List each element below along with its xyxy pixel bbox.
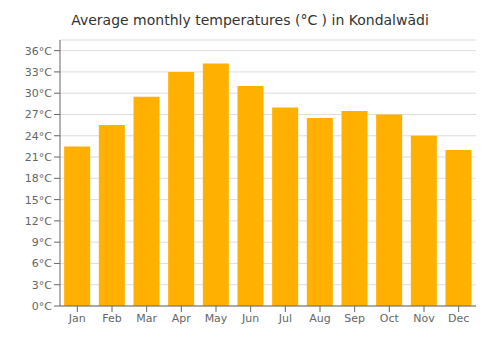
svg-text:24°C: 24°C: [25, 130, 52, 143]
svg-text:18°C: 18°C: [25, 172, 52, 185]
svg-text:Sep: Sep: [344, 312, 365, 325]
svg-text:Aug: Aug: [309, 312, 330, 325]
svg-text:3°C: 3°C: [32, 279, 52, 292]
svg-text:May: May: [205, 312, 228, 325]
svg-text:Mar: Mar: [136, 312, 157, 325]
svg-text:Nov: Nov: [413, 312, 435, 325]
html-text:Average monthly temperatures (: Average monthly temperatures (°C ) in Ko…: [71, 12, 429, 28]
svg-text:Oct: Oct: [380, 312, 400, 325]
svg-text:Jan: Jan: [68, 312, 86, 325]
svg-text:6°C: 6°C: [32, 257, 52, 270]
svg-text:0°C: 0°C: [32, 300, 52, 313]
svg-text:12°C: 12°C: [25, 215, 52, 228]
svg-text:27°C: 27°C: [25, 108, 52, 121]
svg-text:33°C: 33°C: [25, 66, 52, 79]
svg-text:9°C: 9°C: [32, 236, 52, 249]
svg-text:Jul: Jul: [278, 312, 292, 325]
svg-text:Dec: Dec: [448, 312, 469, 325]
svg-text:30°C: 30°C: [25, 87, 52, 100]
svg-text:21°C: 21°C: [25, 151, 52, 164]
svg-text:36°C: 36°C: [25, 45, 52, 58]
svg-text:Jun: Jun: [241, 312, 259, 325]
svg-text:Feb: Feb: [102, 312, 121, 325]
svg-text:15°C: 15°C: [25, 194, 52, 207]
svg-text:Apr: Apr: [172, 312, 192, 325]
